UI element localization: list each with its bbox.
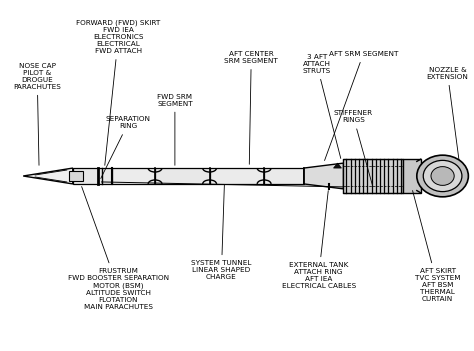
Text: EXTERNAL TANK
ATTACH RING
AFT IEA
ELECTRICAL CABLES: EXTERNAL TANK ATTACH RING AFT IEA ELECTR… (282, 191, 356, 289)
Text: STIFFENER
RINGS: STIFFENER RINGS (334, 111, 373, 185)
Polygon shape (264, 168, 304, 184)
Text: AFT CENTER
SRM SEGMENT: AFT CENTER SRM SEGMENT (224, 51, 278, 164)
Ellipse shape (431, 167, 454, 185)
Ellipse shape (423, 160, 462, 192)
Text: SEPARATION
RING: SEPARATION RING (101, 117, 151, 178)
Polygon shape (334, 163, 341, 168)
Polygon shape (155, 168, 210, 184)
Text: NOSE CAP
PILOT &
DROGUE
PARACHUTES: NOSE CAP PILOT & DROGUE PARACHUTES (13, 63, 61, 165)
Polygon shape (304, 163, 344, 189)
Text: AFT SKIRT
TVC SYSTEM
AFT BSM
THERMAL
CURTAIN: AFT SKIRT TVC SYSTEM AFT BSM THERMAL CUR… (412, 191, 460, 302)
Polygon shape (344, 159, 403, 193)
Polygon shape (112, 168, 155, 184)
Bar (69, 171, 82, 181)
Text: NOZZLE &
EXTENSION: NOZZLE & EXTENSION (427, 67, 468, 161)
Polygon shape (23, 168, 73, 184)
Text: FRUSTRUM
FWD BOOSTER SEPARATION
MOTOR (BSM)
ALTITUDE SWITCH
FLOTATION
MAIN PARAC: FRUSTRUM FWD BOOSTER SEPARATION MOTOR (B… (68, 186, 169, 310)
Text: AFT SRM SEGMENT: AFT SRM SEGMENT (325, 51, 398, 160)
Ellipse shape (417, 155, 468, 197)
Polygon shape (403, 159, 421, 193)
Text: 3 AFT
ATTACH
STRUTS: 3 AFT ATTACH STRUTS (302, 54, 341, 158)
Text: SYSTEM TUNNEL
LINEAR SHAPED
CHARGE: SYSTEM TUNNEL LINEAR SHAPED CHARGE (191, 185, 252, 280)
Text: FWD SRM
SEGMENT: FWD SRM SEGMENT (157, 94, 193, 165)
Polygon shape (73, 168, 112, 184)
Polygon shape (210, 168, 264, 184)
Text: FORWARD (FWD) SKIRT
FWD IEA
ELECTRONICS
ELECTRICAL
FWD ATTACH: FORWARD (FWD) SKIRT FWD IEA ELECTRONICS … (76, 20, 161, 165)
